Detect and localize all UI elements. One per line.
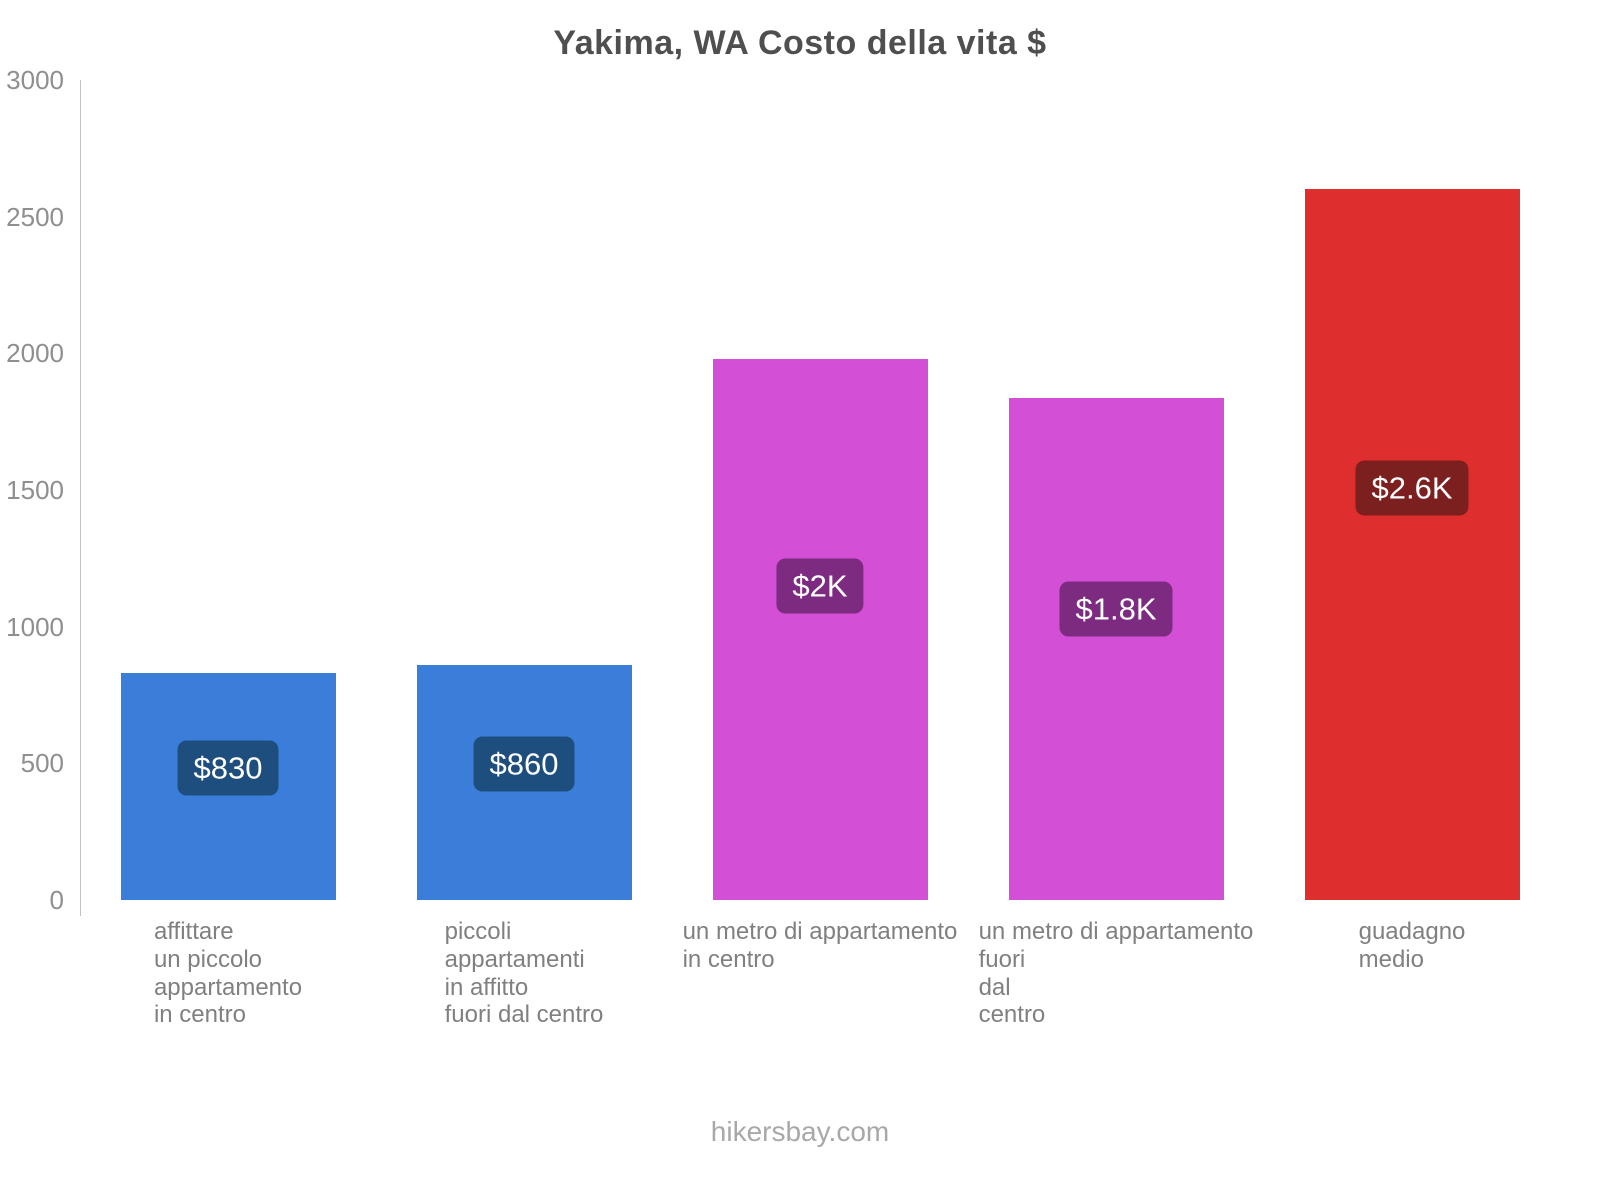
bar-value-badge: $860: [473, 736, 575, 792]
bar-slot: $1.8K: [968, 80, 1264, 900]
y-axis-ticks: 0 500 1000 1500 2000 2500 3000: [0, 67, 64, 913]
bar-affitto-fuori-centro: $860: [416, 664, 632, 900]
x-label-slot: guadagno medio: [1264, 918, 1560, 974]
y-tick-label: 1000: [6, 611, 64, 642]
x-axis-labels: affittare un piccolo appartamento in cen…: [80, 918, 1560, 1029]
bar-guadagno-medio: $2.6K: [1304, 189, 1520, 900]
x-label-metro-quadro-centro: un metro di appartamento in centro: [682, 918, 958, 973]
bar-slot: $830: [80, 80, 376, 900]
plot-area: $830 $860 $2K $1.8K $2.6K: [80, 80, 1560, 900]
bar-value-badge: $1.8K: [1059, 581, 1173, 637]
x-label-metro-quadro-fuori-centro: un metro di appartamento fuori dal centr…: [978, 918, 1254, 1029]
x-label-affitto-centro: affittare un piccolo appartamento in cen…: [153, 918, 303, 1029]
y-tick-label: 3000: [6, 65, 64, 95]
bar-slot: $860: [376, 80, 672, 900]
x-label-slot: affittare un piccolo appartamento in cen…: [80, 918, 376, 1029]
x-label-slot: un metro di appartamento in centro: [672, 918, 968, 974]
bar-value-badge: $2.6K: [1355, 460, 1469, 516]
bar-value-badge: $2K: [776, 558, 864, 614]
bar-slot: $2.6K: [1264, 80, 1560, 900]
bars-group: $830 $860 $2K $1.8K $2.6K: [80, 80, 1560, 900]
bar-value-badge: $830: [177, 740, 279, 796]
bar-metro-quadro-fuori-centro: $1.8K: [1008, 398, 1224, 900]
y-tick-label: 2500: [6, 201, 64, 232]
y-tick-label: 0: [49, 885, 64, 915]
y-tick-label: 1500: [6, 475, 64, 505]
bar-affitto-centro: $830: [120, 673, 336, 900]
chart-title: Yakima, WA Costo della vita $: [553, 24, 1047, 62]
y-tick-label: 500: [20, 748, 64, 779]
bar-slot: $2K: [672, 80, 968, 900]
x-label-guadagno-medio: guadagno medio: [1358, 918, 1466, 973]
y-axis-line: [80, 80, 81, 916]
x-label-affitto-fuori-centro: piccoli appartamenti in affitto fuori da…: [444, 918, 604, 1029]
watermark-hikersbay: hikersbay.com: [710, 1116, 890, 1147]
x-label-slot: piccoli appartamenti in affitto fuori da…: [376, 918, 672, 1029]
x-label-slot: un metro di appartamento fuori dal centr…: [968, 918, 1264, 1029]
y-tick-label: 2000: [6, 338, 64, 369]
bar-metro-quadro-centro: $2K: [712, 358, 928, 900]
